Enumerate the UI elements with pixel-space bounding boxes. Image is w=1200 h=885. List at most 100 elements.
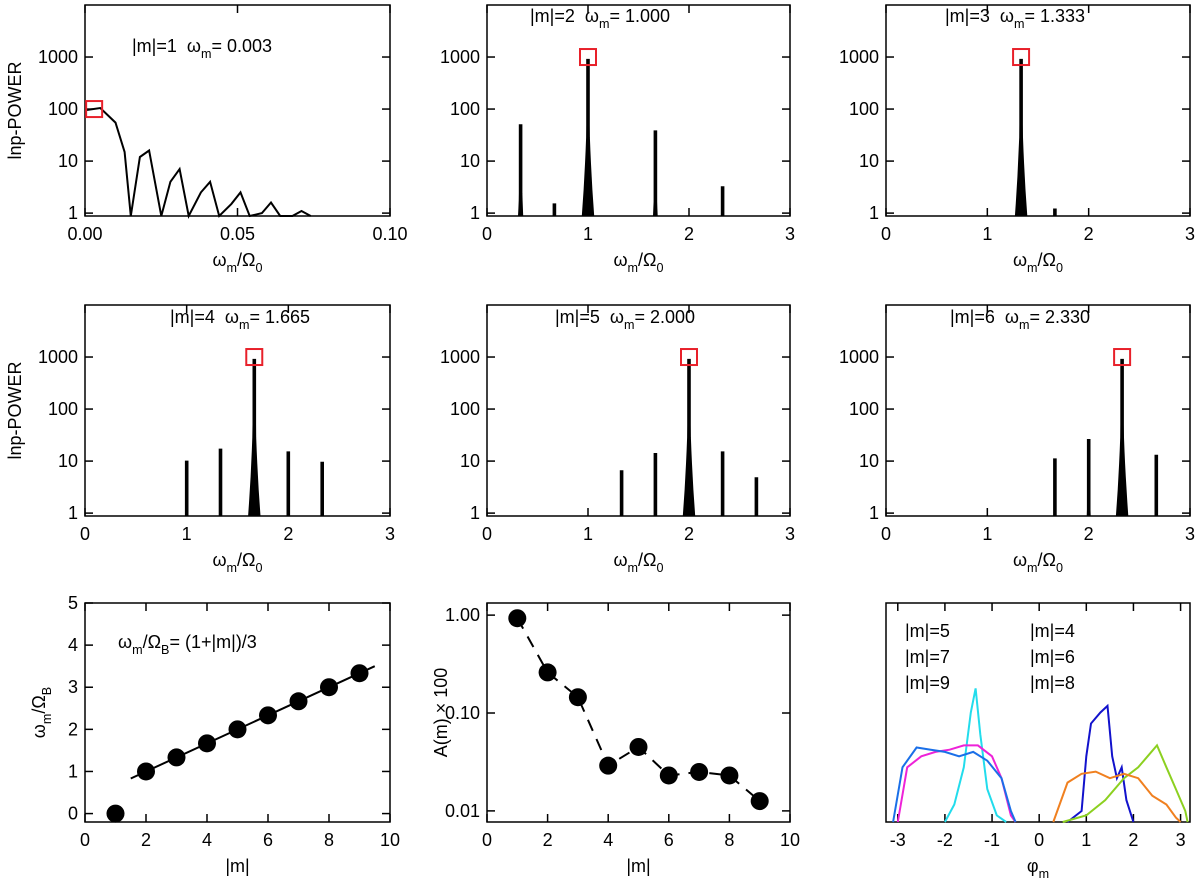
y-tick-label: 1 (470, 503, 480, 523)
text-part: |m|=6 ω (950, 307, 1019, 327)
annotation: |m|=4 ωm= 1.665 (170, 307, 310, 332)
y-tick-label: 1000 (440, 347, 480, 367)
x-tick-label: 3 (1176, 830, 1186, 850)
x-axis-label: ωm/Ω0 (212, 550, 262, 575)
text-part: ω (212, 550, 226, 570)
text-part: 0 (256, 261, 263, 275)
y-tick-label: 10 (460, 451, 480, 471)
y-axis-label: lnp-POWER (5, 361, 25, 459)
spectral-peak (581, 58, 595, 217)
y-tick-label: 1 (68, 761, 78, 781)
peak-marker (680, 348, 698, 367)
text-part: 0 (256, 561, 263, 575)
x-axis-label: ωm/Ω0 (212, 250, 262, 275)
x-tick-label: 2 (1128, 830, 1138, 850)
text-part: 0 (1056, 261, 1063, 275)
y-tick-label: 1000 (38, 47, 78, 67)
text-part: m (227, 261, 238, 275)
text-part: /Ω (237, 250, 255, 270)
x-tick-label: 10 (380, 830, 400, 850)
y-tick-label: 100 (48, 399, 78, 419)
data-point (568, 688, 587, 707)
spectral-peak (248, 358, 261, 517)
spectral-peak (517, 124, 524, 217)
legend-label: |m|=5 (905, 621, 950, 641)
y-tick-label: 100 (849, 399, 879, 419)
x-tick-label: 6 (263, 830, 273, 850)
spectral-peak (619, 470, 624, 517)
text-part: m (132, 643, 143, 657)
spectral-peak (320, 461, 324, 517)
data-point (198, 734, 216, 753)
text-part: = 1.333 (1024, 6, 1085, 26)
x-tick-label: 0 (482, 224, 492, 244)
data-point (538, 663, 557, 682)
x-tick-label: -1 (984, 830, 1000, 850)
plot-frame (486, 602, 791, 823)
annotation: |m|=5 ωm= 2.000 (555, 307, 695, 332)
text-part: = 1.665 (249, 307, 310, 327)
text-part: 0 (657, 261, 664, 275)
x-tick-label: 10 (780, 830, 800, 850)
x-tick-label: 3 (1185, 224, 1195, 244)
text-part: /Ω (143, 632, 161, 652)
x-tick-label: 4 (603, 830, 613, 850)
x-tick-label: 2 (684, 524, 694, 544)
spectral-peak (720, 186, 725, 217)
text-part: = (1+|m|)/3 (169, 632, 256, 652)
data-point (289, 692, 308, 711)
x-axis-label: ωm/Ω0 (613, 250, 663, 275)
data-point (350, 664, 369, 683)
x-axis-label: |m| (626, 856, 650, 876)
text-part: ω (212, 250, 226, 270)
data-point (167, 748, 186, 767)
x-tick-label: 0 (482, 524, 492, 544)
x-tick-label: 0 (881, 524, 891, 544)
x-tick-label: 2 (283, 524, 293, 544)
data-point (599, 756, 618, 775)
peak-marker (1012, 48, 1031, 67)
text-part: m (628, 261, 639, 275)
x-tick-label: 0 (80, 524, 90, 544)
peak-marker (85, 100, 104, 119)
legend-label: |m|=6 (1030, 647, 1075, 667)
data-line (892, 746, 1017, 823)
text-part: = 2.330 (1029, 307, 1090, 327)
y-tick-label: 0.01 (445, 801, 480, 821)
text-part: ω (613, 250, 627, 270)
y-tick-label: 10 (460, 151, 480, 171)
text-part: |m|=5 ω (555, 307, 624, 327)
data-point (508, 609, 527, 628)
text-part: m (40, 714, 54, 725)
data-line (896, 744, 1017, 823)
x-tick-label: 4 (202, 830, 212, 850)
x-axis-label: ωm/Ω0 (1013, 550, 1063, 575)
x-tick-label: 1 (583, 224, 593, 244)
annotation: |m|=6 ωm= 2.330 (950, 307, 1090, 332)
annotation: |m|=2 ωm= 1.000 (530, 6, 670, 31)
x-tick-label: 1 (1081, 830, 1091, 850)
legend-label: |m|=7 (905, 647, 950, 667)
text-part: /Ω (638, 250, 656, 270)
text-part: /Ω (1038, 250, 1056, 270)
y-tick-label: 1000 (440, 47, 480, 67)
peak-marker (1113, 348, 1132, 367)
x-tick-label: 8 (324, 830, 334, 850)
x-tick-label: 0 (1034, 830, 1044, 850)
y-tick-label: 1.00 (445, 605, 480, 625)
data-line (84, 106, 312, 220)
y-tick-label: 3 (68, 677, 78, 697)
spectral-peak (184, 460, 189, 517)
x-tick-label: 1 (583, 524, 593, 544)
text-part: /Ω (1038, 550, 1056, 570)
text-part: = 2.000 (634, 307, 695, 327)
spectral-peak (1014, 58, 1028, 217)
y-axis-label: ωm/ΩB (29, 687, 54, 738)
data-point (137, 762, 155, 781)
text-part: = 0.003 (211, 36, 272, 56)
x-tick-label: 1 (982, 224, 992, 244)
annotation: ωm/ΩB= (1+|m|)/3 (118, 632, 257, 657)
text-part: = 1.000 (609, 6, 670, 26)
y-tick-label: 0 (68, 804, 78, 824)
annotation: |m|=1 ωm= 0.003 (132, 36, 272, 61)
